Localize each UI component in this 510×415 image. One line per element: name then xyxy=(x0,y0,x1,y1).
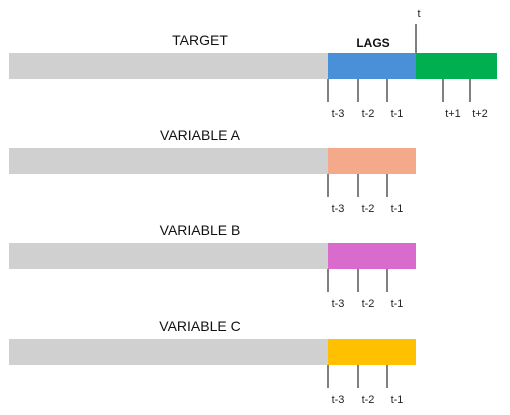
lag-tick-label: t-2 xyxy=(362,394,375,406)
future-tick-label: t+1 xyxy=(445,108,461,120)
t-marker-label: t xyxy=(417,8,420,20)
lag-tick-label: t-3 xyxy=(332,298,345,310)
lag-tick-label: t-2 xyxy=(362,203,375,215)
lag-segment xyxy=(328,148,416,174)
rows-group: TARGET t-3 t-2 t-1 t+1 t+2 VARIABLE A t-3 t-2 t-1… xyxy=(9,32,497,406)
lag-tick-label: t-3 xyxy=(332,108,345,120)
row-label: TARGET xyxy=(172,32,228,48)
row-label: VARIABLE A xyxy=(160,127,241,143)
lag-tick-label: t-1 xyxy=(391,203,404,215)
future-tick-label: t+2 xyxy=(472,108,488,120)
lag-tick-label: t-2 xyxy=(362,298,375,310)
lag-tick-label: t-1 xyxy=(391,394,404,406)
lags-label: LAGS xyxy=(356,36,389,50)
history-bar xyxy=(9,148,328,174)
lag-tick-label: t-3 xyxy=(332,203,345,215)
lag-tick-label: t-3 xyxy=(332,394,345,406)
row-variable-c: VARIABLE C t-3 t-2 t-1 xyxy=(9,318,416,406)
lag-tick-label: t-1 xyxy=(391,108,404,120)
lag-segment xyxy=(328,53,416,79)
row-variable-b: VARIABLE B t-3 t-2 t-1 xyxy=(9,222,416,310)
history-bar xyxy=(9,243,328,269)
row-label: VARIABLE B xyxy=(160,222,241,238)
row-variable-a: VARIABLE A t-3 t-2 t-1 xyxy=(9,127,416,215)
row-target: TARGET t-3 t-2 t-1 t+1 t+2 xyxy=(9,32,497,120)
lag-tick-label: t-2 xyxy=(362,108,375,120)
row-label: VARIABLE C xyxy=(159,318,240,334)
future-segment xyxy=(416,53,497,79)
history-bar xyxy=(9,339,328,365)
history-bar xyxy=(9,53,328,79)
lag-segment xyxy=(328,339,416,365)
lag-segment xyxy=(328,243,416,269)
lag-tick-label: t-1 xyxy=(391,298,404,310)
